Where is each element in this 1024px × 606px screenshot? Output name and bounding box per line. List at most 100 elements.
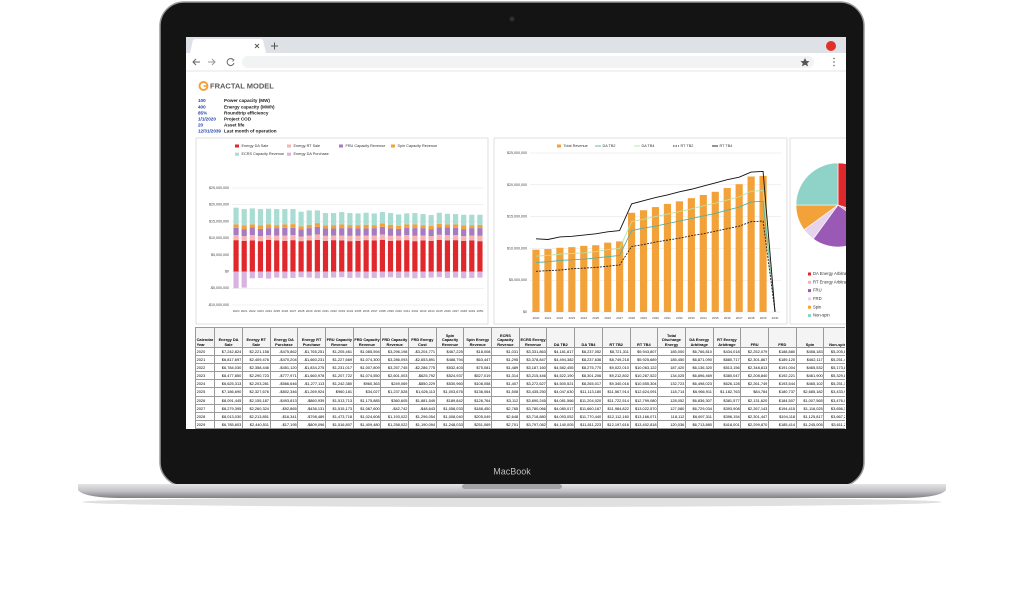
bar-segment: [436, 212, 442, 224]
table-cell: $189,120: [767, 355, 797, 365]
bar-segment: [339, 271, 345, 278]
bar-segment: [420, 214, 426, 226]
column-header: Non-spin: [823, 327, 845, 348]
table-cell: $1,205,461: [324, 346, 354, 357]
menu[interactable]: [833, 57, 835, 67]
table-cell: $4,080,017: [546, 403, 576, 413]
tab[interactable]: [190, 39, 266, 53]
table-cell: -$625,792: [408, 371, 437, 381]
bar: [616, 241, 624, 312]
reload[interactable]: [226, 58, 235, 67]
new-tab[interactable]: [271, 42, 278, 50]
table-cell: $1,881,549: [408, 395, 437, 405]
bar-segment: [396, 228, 402, 236]
legend-label: Spin: [813, 304, 822, 309]
pie-slice: [837, 162, 846, 208]
address-bar[interactable]: [242, 56, 814, 68]
bar-segment: [274, 235, 280, 241]
x-tick-label: 2027: [616, 316, 623, 320]
bar-segment: [452, 271, 459, 278]
bar-segment: [355, 240, 361, 272]
table-cell: $2,261,749: [740, 379, 769, 389]
table-cell: $1,248,033: [435, 419, 465, 429]
table-cell: -$1,834,275: [297, 363, 326, 373]
bar-segment: [314, 239, 320, 272]
table-cell: $527,019: [463, 371, 493, 381]
table-cell: $1,515,173: [324, 403, 354, 413]
bar: [675, 201, 683, 312]
legend-marker: [339, 144, 343, 148]
x-tick-label: 2037: [371, 309, 378, 313]
table-cell: $3,435,250: [518, 387, 548, 397]
bar-segment: [452, 224, 459, 228]
assumption-value: 1/1/2020: [198, 117, 216, 122]
bar-segment: [420, 271, 426, 278]
bar-segment: [331, 228, 337, 236]
table-cell: 120,036: [657, 419, 686, 429]
column-header: Energy DA Purchase: [269, 327, 299, 348]
column-header: ECRS Capacity Revenue: [491, 327, 520, 348]
column-header: RT TB2: [601, 327, 631, 348]
bar-segment: [322, 228, 329, 236]
bar-segment: [290, 240, 296, 272]
table-cell: $5,251,180: [823, 379, 845, 389]
legend-marker: [235, 152, 239, 156]
legend-marker: [808, 314, 811, 317]
table-cell: $8,091,445: [214, 395, 243, 405]
bar-segment: [387, 240, 394, 272]
bar-segment: [274, 240, 280, 272]
table-body: 2020 $7,242,824 $2,221,158 -$475,862 -$1,765…: [195, 346, 845, 429]
window-close[interactable]: [826, 41, 836, 51]
table-cell: $2,252,079: [740, 346, 769, 357]
x-tick-label: 2029: [640, 316, 647, 320]
bar-segment: [233, 235, 239, 241]
bar-segment: [331, 271, 337, 278]
table-cell: $3,718,880: [518, 411, 548, 421]
nav-back[interactable]: [192, 58, 200, 66]
bar-segment: [339, 212, 345, 225]
table-cell: 132,723: [657, 379, 686, 389]
bar-segment: [363, 235, 369, 241]
bar-segment: [249, 224, 255, 228]
bar-segment: [428, 271, 434, 278]
bar-segment: [265, 224, 272, 229]
table-cell: $9,925,689: [629, 355, 659, 365]
tab-close[interactable]: [254, 43, 260, 49]
bookmark-star[interactable]: [800, 58, 810, 67]
table-cell: $1,087,600: [352, 403, 382, 413]
table-cell: $12,112,160: [601, 411, 631, 421]
bar-segment: [452, 227, 459, 236]
bar-segment: [290, 235, 296, 241]
nav-forward[interactable]: [208, 58, 216, 66]
legend-marker: [808, 297, 811, 301]
x-tick-label: 2032: [676, 316, 683, 320]
table-cell: -$1,269,924: [297, 387, 326, 397]
bar: [604, 242, 612, 312]
table-cell: $1,074,550: [352, 371, 382, 381]
legend-label: Total Revenue: [564, 144, 588, 148]
table-cell: $2,601,003: [380, 371, 409, 381]
column-header: Energy RT Sale: [241, 327, 271, 348]
bar-segment: [290, 209, 296, 225]
column-header: DA TB4: [574, 327, 603, 348]
table-cell: $3,780,066: [518, 403, 548, 413]
table-cell: $10,063,122: [629, 363, 659, 373]
x-tick-label: 2038: [379, 309, 386, 313]
bar-segment: [412, 224, 418, 229]
bar-segment: [314, 210, 320, 224]
table-cell: $2,301,447: [740, 411, 769, 421]
table-cell: $63,447: [463, 355, 493, 365]
bar-segment: [347, 235, 353, 242]
bar-segment: [396, 225, 402, 229]
table-cell: $9,340,016: [601, 379, 631, 389]
table-cell: $3,272,627: [518, 379, 548, 389]
legend-marker: [808, 272, 811, 276]
y-tick-label: $25,000,000: [209, 186, 229, 190]
x-tick-label: 2035: [355, 309, 362, 313]
bar-segment: [412, 271, 418, 279]
column-header: Spin Capacity Revenue: [435, 327, 465, 348]
table-cell: -$493,813: [269, 395, 299, 405]
x-tick-label: 2040: [772, 316, 779, 320]
legend-label: ECRS Capacity Revenue: [242, 152, 285, 156]
table-cell: $1,407: [491, 379, 520, 389]
